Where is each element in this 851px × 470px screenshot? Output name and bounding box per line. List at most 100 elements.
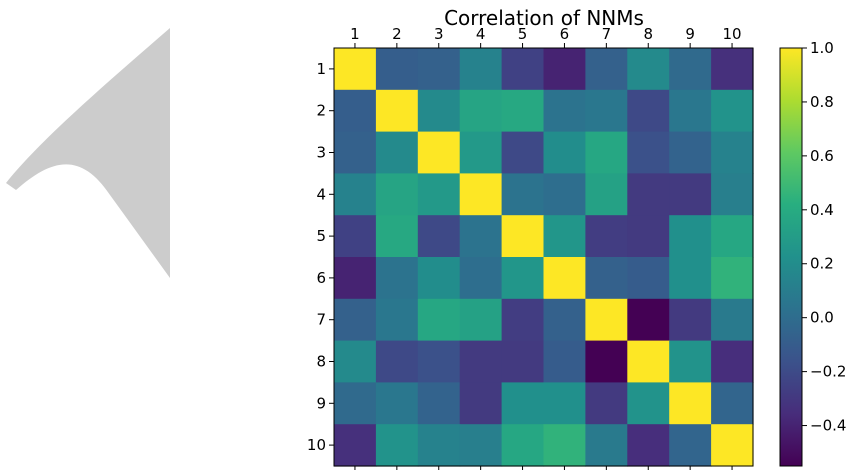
heatmap-cell-1-3: [417, 48, 461, 91]
heatmap-cell-6-3: [417, 257, 461, 300]
heatmap-cell-10-7: [585, 424, 628, 467]
heatmap-cell-2-2: [375, 89, 419, 133]
heatmap-cell-2-10: [711, 89, 754, 133]
colorbar-tick-label: 0.2: [810, 255, 834, 273]
heatmap-cell-6-5: [501, 257, 545, 300]
heatmap-cell-10-10: [711, 424, 754, 467]
heatmap-cell-2-9: [669, 89, 712, 133]
heatmap-cell-4-5: [501, 173, 545, 216]
x-tick-label: 9: [685, 25, 695, 43]
colorbar-ticks: 1.0 0.8 0.6 0.4 0.2 0.0 −0.2 −0.4: [802, 39, 846, 435]
watermark-logo: [6, 28, 170, 278]
colorbar-tick-label: 0.6: [810, 147, 834, 165]
heatmap-cell-8-1: [334, 340, 377, 383]
heatmap-cell-9-7: [585, 382, 628, 425]
x-tick-label: 8: [643, 25, 653, 43]
colorbar-tick-label: −0.4: [810, 417, 846, 435]
heatmap-cell-7-2: [375, 298, 419, 342]
heatmap-cell-4-10: [711, 173, 754, 216]
heatmap-cell-2-6: [543, 89, 586, 133]
heatmap-cell-7-4: [459, 298, 503, 342]
heatmap-cell-5-10: [711, 215, 754, 258]
heatmap-cell-4-2: [375, 173, 419, 216]
heatmap-cell-5-4: [459, 215, 503, 258]
heatmap-cell-6-6: [543, 257, 586, 300]
heatmap-cell-4-3: [417, 173, 461, 216]
chart-title: Correlation of NNMs: [444, 6, 644, 30]
colorbar-tick-label: 0.0: [810, 309, 834, 327]
y-tick-label: 1: [316, 60, 326, 78]
heatmap-cell-4-9: [669, 173, 712, 216]
x-tick-label: 6: [560, 25, 570, 43]
heatmap-cell-5-6: [543, 215, 586, 258]
y-tick-label: 4: [316, 185, 326, 203]
heatmap-cell-10-9: [669, 424, 712, 467]
heatmap-cell-6-8: [627, 257, 670, 300]
heatmap-cell-1-8: [627, 48, 670, 91]
colorbar: [779, 47, 803, 467]
heatmap-cell-8-9: [669, 340, 712, 383]
heatmap-cell-9-6: [543, 382, 586, 425]
y-tick-label: 8: [316, 353, 326, 371]
heatmap-cell-9-8: [627, 382, 670, 425]
x-tick-label: 1: [350, 25, 360, 43]
heatmap-cell-3-9: [669, 131, 712, 174]
heatmap-cell-8-8: [627, 340, 670, 383]
heatmap-cell-3-6: [543, 131, 586, 174]
y-tick-label: 5: [316, 227, 326, 245]
heatmap-cell-9-10: [711, 382, 754, 425]
heatmap-cell-2-3: [417, 89, 461, 133]
heatmap-cell-9-9: [669, 382, 712, 425]
heatmap-cell-10-8: [627, 424, 670, 467]
heatmap-cell-7-9: [669, 298, 712, 342]
heatmap-cell-10-3: [417, 424, 461, 467]
heatmap-cell-9-4: [459, 382, 503, 425]
heatmap-cell-10-1: [334, 424, 377, 467]
heatmap-cell-5-8: [627, 215, 670, 258]
heatmap-cell-1-5: [501, 48, 545, 91]
heatmap-cell-7-3: [417, 298, 461, 342]
heatmap-cell-3-10: [711, 131, 754, 174]
heatmap-cell-5-7: [585, 215, 628, 258]
heatmap-cell-5-9: [669, 215, 712, 258]
heatmap-cells: [334, 48, 754, 467]
y-tick-label: 7: [316, 311, 326, 329]
heatmap-cell-10-6: [543, 424, 586, 467]
heatmap-cell-10-4: [459, 424, 503, 467]
heatmap-cell-1-4: [459, 48, 503, 91]
heatmap-cell-6-7: [585, 257, 628, 300]
heatmap-cell-5-5: [501, 215, 545, 258]
heatmap-cell-6-2: [375, 257, 419, 300]
heatmap-cell-3-1: [334, 131, 377, 174]
x-tick-label: 10: [723, 25, 742, 43]
y-tick-label: 10: [307, 436, 326, 454]
heatmap-cell-6-4: [459, 257, 503, 300]
heatmap-cell-3-2: [375, 131, 419, 174]
colorbar-tick-label: 0.8: [810, 93, 834, 111]
heatmap-cell-6-9: [669, 257, 712, 300]
heatmap-cell-4-7: [585, 173, 628, 216]
heatmap-cell-9-3: [417, 382, 461, 425]
x-tick-label: 2: [392, 25, 402, 43]
heatmap-cell-1-10: [711, 48, 754, 91]
heatmap-cell-6-10: [711, 257, 754, 300]
heatmap-cell-8-5: [501, 340, 545, 383]
heatmap-cell-3-3: [417, 131, 461, 174]
heatmap-cell-2-8: [627, 89, 670, 133]
heatmap-cell-7-5: [501, 298, 545, 342]
heatmap-cell-8-10: [711, 340, 754, 383]
heatmap-cell-2-4: [459, 89, 503, 133]
plot-frame: [333, 47, 754, 467]
heatmap-cell-2-1: [334, 89, 377, 133]
colorbar-tick-label: 0.4: [810, 201, 834, 219]
heatmap-cell-5-1: [334, 215, 377, 258]
heatmap-cell-9-2: [375, 382, 419, 425]
heatmap-cell-3-4: [459, 131, 503, 174]
heatmap-cell-5-2: [375, 215, 419, 258]
heatmap-cell-1-6: [543, 48, 586, 91]
heatmap-cell-4-1: [334, 173, 377, 216]
heatmap-cell-2-7: [585, 89, 628, 133]
heatmap-cell-4-6: [543, 173, 586, 216]
heatmap-cell-3-8: [627, 131, 670, 174]
